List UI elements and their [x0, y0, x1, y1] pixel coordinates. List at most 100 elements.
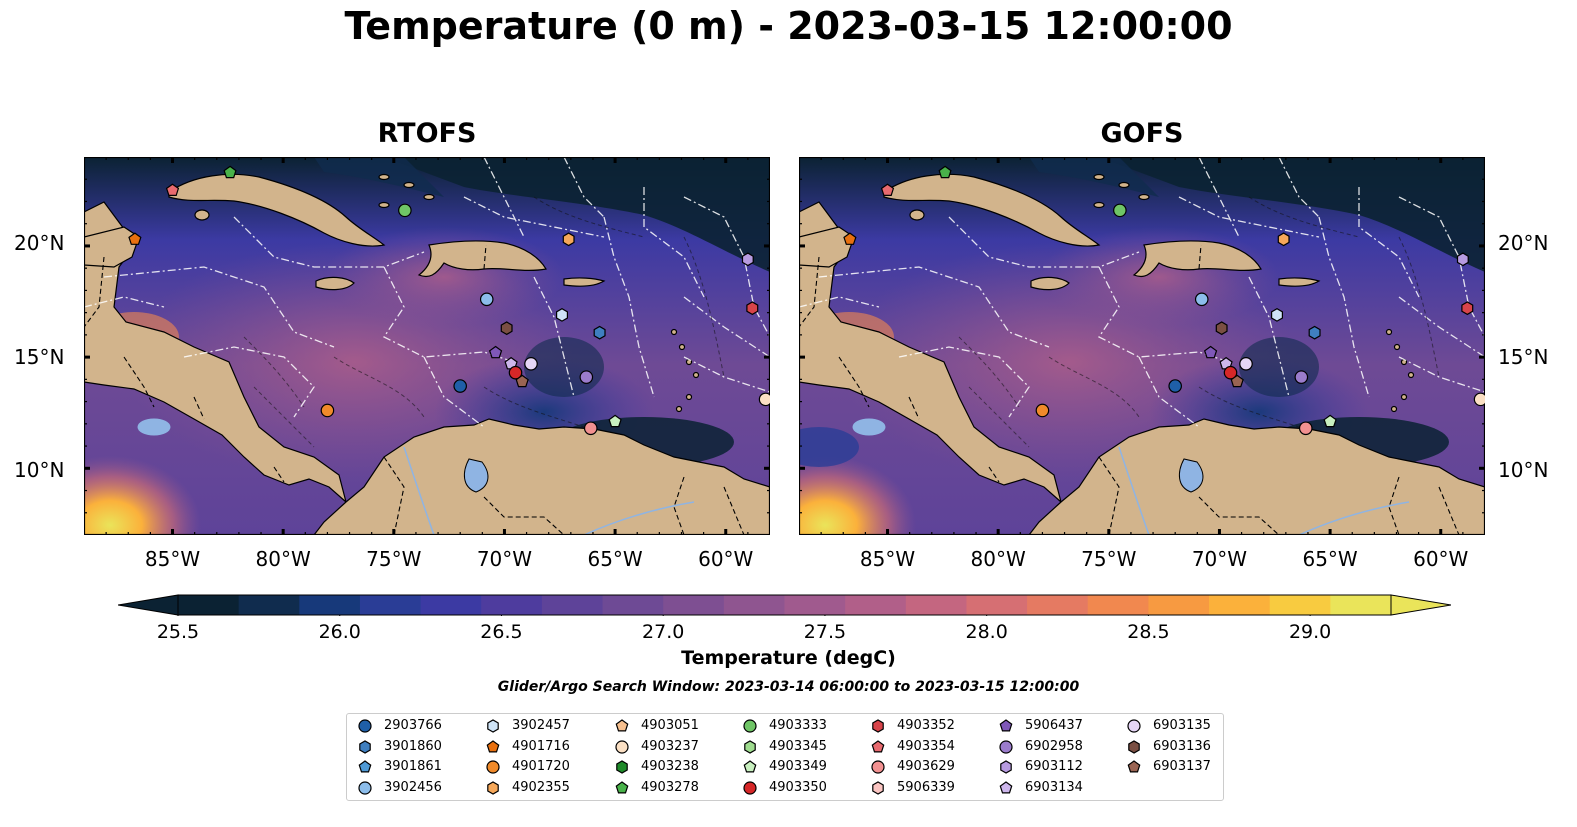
colorbar [118, 594, 1451, 616]
colorbar-segment [481, 595, 543, 615]
colorbar-segment [845, 595, 907, 615]
float-marker-4903333 [1113, 203, 1127, 218]
float-marker-4903333 [398, 203, 412, 218]
legend-marker-4903333 [743, 719, 757, 733]
y-tick-label-right: 20°N [1498, 231, 1549, 255]
legend-label: 4903278 [641, 779, 699, 795]
colorbar-segment [178, 595, 240, 615]
colorbar-segment [299, 595, 361, 615]
float-markers [128, 165, 770, 436]
colorbar-segment [420, 595, 482, 615]
float-marker-4901716 [843, 232, 857, 245]
colorbar-extend-low [118, 594, 179, 616]
float-marker-4902355 [1277, 232, 1290, 247]
legend-marker-3901861 [358, 760, 372, 773]
x-tick-label: 75°W [366, 547, 422, 571]
map-panel-gofs[interactable] [799, 157, 1485, 535]
legend-label: 3902456 [384, 779, 442, 795]
float-marker-4901720 [320, 403, 335, 418]
float-marker-4903237 [758, 392, 770, 407]
float-marker-2903766 [1168, 379, 1182, 393]
legend-marker-4903352 [872, 719, 884, 733]
x-tick-label: 70°W [1191, 547, 1248, 571]
colorbar-segment [663, 595, 725, 615]
float-marker-3902457 [556, 308, 568, 322]
map-frame [84, 157, 770, 535]
legend: 2903766 3901860 3901861 3902456 3902457 49017… [346, 713, 1224, 801]
legend-marker-4903350 [743, 780, 757, 795]
legend-label: 5906339 [897, 779, 955, 795]
float-marker-5906437 [1203, 345, 1218, 359]
search-window-caption: Glider/Argo Search Window: 2023-03-14 06… [497, 679, 1080, 695]
legend-marker-4902355 [487, 780, 499, 795]
float-marker-5906437 [488, 345, 503, 359]
float-marker-2903766 [453, 379, 467, 393]
legend-marker-4903238 [616, 760, 628, 774]
x-tick-label: 65°W [1302, 547, 1358, 571]
float-marker-6903135 [1239, 356, 1253, 371]
colorbar-segment [541, 595, 604, 615]
x-tick-label: 75°W [1081, 547, 1137, 571]
float-marker-6902958 [1294, 370, 1309, 384]
legend-label: 4901716 [512, 738, 570, 754]
float-marker-4903349 [608, 414, 622, 428]
legend-marker-6903112 [1000, 760, 1012, 774]
float-marker-4903352 [746, 301, 759, 316]
float-marker-4903349 [1323, 414, 1337, 428]
map-rtofs [84, 157, 770, 535]
x-tick-label: 80°W [970, 547, 1026, 571]
colorbar-tick-label: 26.0 [318, 621, 361, 643]
legend-label: 5906437 [1025, 718, 1083, 733]
legend-label: 4903345 [769, 738, 827, 754]
colorbar-segment [602, 595, 664, 615]
legend-label: 3902457 [512, 718, 570, 733]
float-markers [843, 165, 1485, 436]
axis-ticks [799, 157, 1485, 535]
colorbar-segment [723, 595, 785, 615]
legend-label: 4903349 [769, 759, 827, 774]
colorbar-tick-label: 28.5 [1127, 621, 1170, 643]
eez-boundaries [799, 157, 1485, 428]
colorbar-segment [359, 595, 422, 615]
colorbar-segment [1209, 595, 1271, 615]
float-marker-4901720 [1035, 403, 1050, 418]
legend-marker-4903349 [743, 760, 757, 773]
x-tick-label: 80°W [255, 547, 311, 571]
float-marker-4903629 [583, 421, 598, 436]
bathymetry-contours [958, 196, 1440, 448]
float-marker-6903136 [1215, 321, 1228, 336]
colorbar-tick-label: 27.5 [803, 621, 847, 643]
legend-marker-3902457 [487, 719, 499, 733]
float-marker-6903135 [524, 356, 538, 371]
legend-marker-6903137 [1127, 760, 1141, 773]
land [799, 173, 1485, 535]
colorbar-tick-label: 25.5 [156, 621, 200, 643]
y-tick-label-left: 15°N [14, 345, 65, 369]
float-marker-4903352 [1461, 301, 1474, 316]
colorbar-segment [905, 595, 967, 615]
float-marker-4903350 [1223, 365, 1238, 380]
float-marker-3902456 [1194, 292, 1209, 307]
float-marker-6903112 [741, 252, 754, 267]
colorbar-tick-label: 26.5 [480, 621, 523, 643]
legend-label: 6902958 [1025, 738, 1083, 754]
x-tick-label: 60°W [698, 547, 754, 571]
legend-label: 3901860 [384, 738, 442, 754]
legend-label: 6903112 [1025, 759, 1083, 774]
colorbar-tick-label: 27.0 [642, 621, 685, 643]
legend-marker-6902958 [999, 739, 1013, 754]
float-marker-6903137 [1230, 374, 1244, 388]
legend-label: 2903766 [384, 718, 442, 733]
y-tick-label-left: 20°N [14, 231, 65, 255]
legend-marker-6903135 [1127, 719, 1141, 733]
legend-label: 4903237 [641, 738, 699, 754]
legend-label: 4901720 [512, 759, 570, 774]
legend-marker-5906339 [872, 780, 884, 795]
colorbar-segment [1269, 595, 1331, 615]
map-panel-rtofs[interactable] [84, 157, 770, 535]
x-tick-label: 60°W [1413, 547, 1469, 571]
float-marker-4903354 [880, 183, 895, 197]
colorbar-segment [1148, 595, 1210, 615]
legend-label: 4903352 [897, 718, 955, 733]
colorbar-label: Temperature (degC) [681, 647, 896, 669]
